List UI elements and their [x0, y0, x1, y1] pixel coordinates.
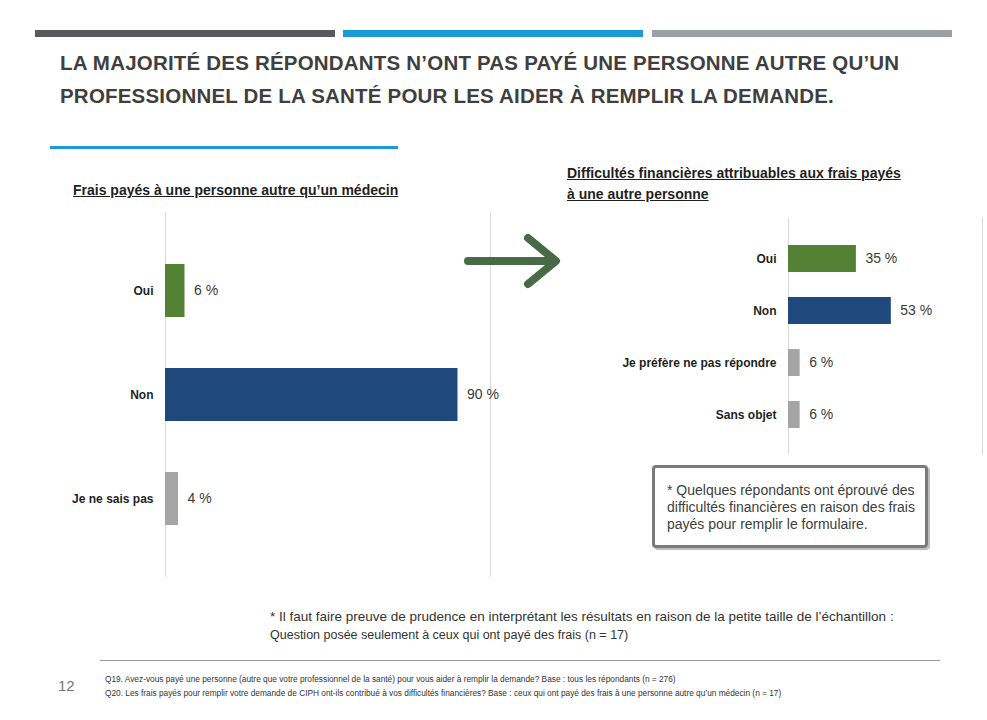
html-text:12: 12 [58, 677, 75, 694]
svg-text:Je ne sais pas: Je ne sais pas [72, 492, 154, 506]
svg-text:Non: Non [130, 388, 153, 402]
svg-text:Je préfère ne pas répondre: Je préfère ne pas répondre [622, 356, 776, 370]
svg-text:4 %: 4 % [188, 490, 212, 506]
html-text:Question posée seulement à ceu: Question posée seulement à ceux qui ont … [270, 628, 629, 642]
svg-text:35 %: 35 % [865, 250, 897, 266]
svg-text:53 %: 53 % [900, 302, 932, 318]
html-text:* Quelques répondants ont épro: * Quelques répondants ont éprouvé des di… [667, 482, 915, 532]
svg-text:90 %: 90 % [467, 386, 499, 402]
svg-text:6 %: 6 % [809, 406, 833, 422]
svg-text:Non: Non [753, 304, 776, 318]
svg-text:6 %: 6 % [194, 282, 218, 298]
svg-text:6 %: 6 % [809, 354, 833, 370]
svg-text:Oui: Oui [134, 284, 154, 298]
svg-text:Oui: Oui [757, 252, 777, 266]
html-text:LA MAJORITÉ DES RÉPONDANTS N’O: LA MAJORITÉ DES RÉPONDANTS N’ONT PAS PAY… [60, 51, 900, 107]
html-text:Q20. Les frais payés pour remp: Q20. Les frais payés pour remplir votre … [105, 688, 782, 698]
html-text:* Il faut faire preuve de prud: * Il faut faire preuve de prudence en in… [270, 609, 894, 624]
html-text:Q19. Avez-vous payé une person: Q19. Avez-vous payé une personne (autre … [105, 674, 676, 684]
html-text:Frais payés à une personne aut: Frais payés à une personne autre qu’un m… [73, 182, 399, 198]
html-text:Difficultés financières attrib: Difficultés financières attribuables aux… [567, 165, 901, 202]
svg-text:Sans objet: Sans objet [716, 408, 777, 422]
